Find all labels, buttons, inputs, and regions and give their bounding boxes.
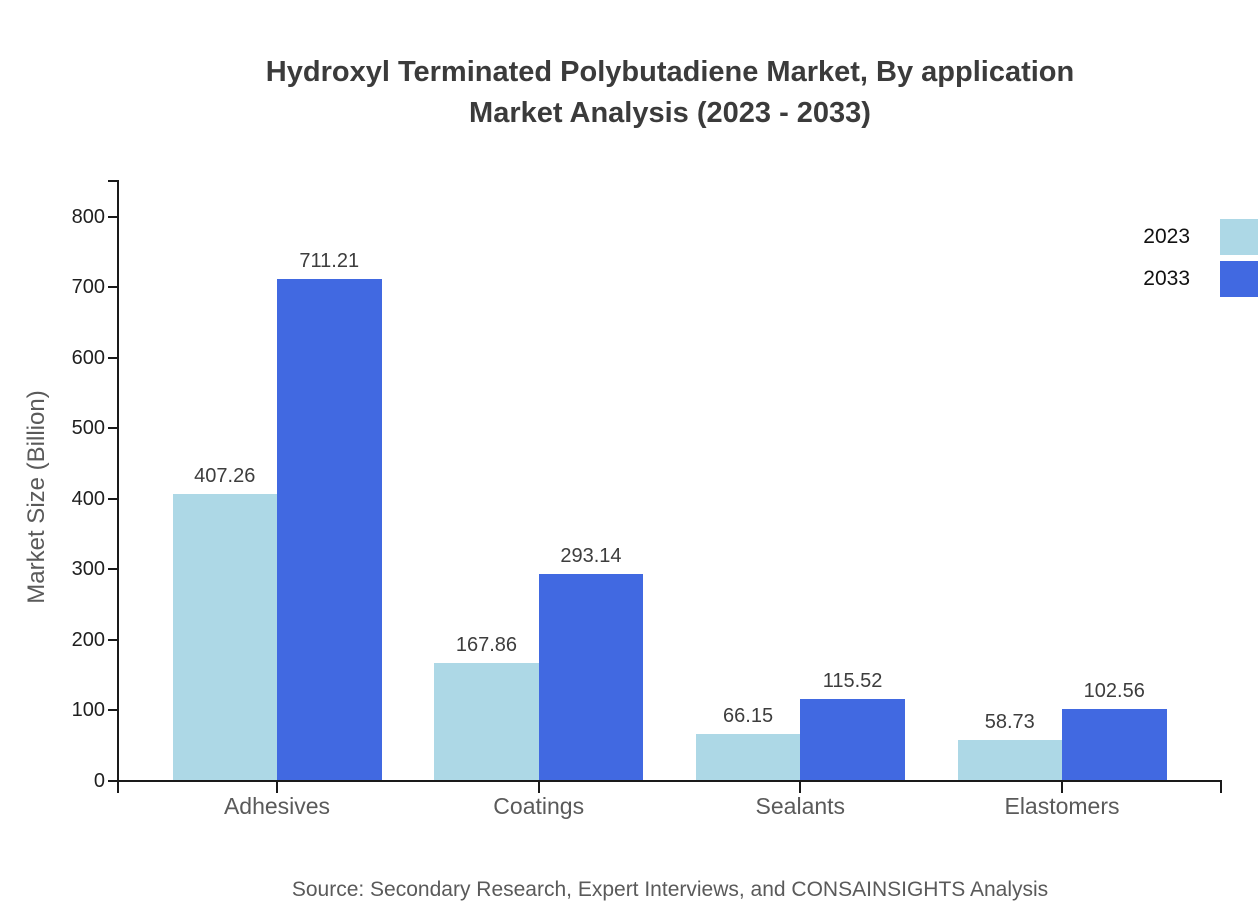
bar-2033-elastomers — [1062, 708, 1167, 781]
legend-item-2033: 2033 — [1038, 261, 1258, 297]
legend-swatch-2033 — [1220, 261, 1258, 297]
chart-title-line1: Hydroxyl Terminated Polybutadiene Market… — [265, 56, 1075, 88]
y-tick — [108, 709, 117, 712]
x-category-label-elastomers: Elastomers — [1004, 793, 1120, 819]
x-axis-line — [117, 780, 1222, 782]
y-axis-end-tick — [108, 180, 117, 182]
source-note: Source: Secondary Research, Expert Inter… — [291, 878, 1049, 901]
x-category-label-coatings: Coatings — [493, 793, 585, 819]
bar-2023-sealants — [695, 734, 801, 781]
x-category-label-adhesives: Adhesives — [223, 793, 331, 819]
bar-value-label-2033-adhesives: 711.21 — [299, 250, 360, 273]
y-tick-label: 400 — [71, 487, 105, 510]
legend-swatch-2023 — [1220, 219, 1258, 255]
chart-title: Hydroxyl Terminated Polybutadiene Market… — [80, 52, 1260, 134]
y-tick — [108, 780, 117, 782]
y-tick-label: 100 — [71, 699, 105, 722]
legend: 2023 2033 — [1038, 219, 1258, 297]
bar-2023-adhesives — [172, 493, 277, 781]
y-axis-line — [117, 180, 119, 793]
bar-value-label-2023-coatings: 167.86 — [455, 633, 518, 656]
bar-value-label-2033-sealants: 115.52 — [822, 670, 883, 693]
y-tick — [108, 356, 117, 359]
y-tick-label: 200 — [71, 628, 105, 651]
legend-label-2033: 2033 — [1143, 267, 1190, 290]
bar-2033-sealants — [800, 699, 905, 781]
x-tick — [276, 781, 278, 793]
bar-value-label-2023-adhesives: 407.26 — [194, 464, 256, 487]
y-tick-label: 700 — [71, 276, 105, 299]
bar-value-label-2033-coatings: 293.14 — [560, 545, 622, 568]
y-tick-label: 300 — [71, 558, 105, 581]
legend-label-2023: 2023 — [1143, 225, 1190, 248]
x-category-label-sealants: Sealants — [755, 793, 846, 819]
y-tick-label: 600 — [71, 346, 105, 369]
x-axis-end-tick — [1220, 781, 1222, 793]
bar-2033-adhesives — [277, 279, 382, 781]
bar-value-label-2033-elastomers: 102.56 — [1083, 679, 1145, 702]
x-tick — [799, 781, 802, 793]
y-tick — [108, 638, 117, 641]
x-tick — [1061, 781, 1063, 793]
bar-value-label-2023-sealants: 66.15 — [723, 705, 774, 728]
bar-2023-coatings — [434, 662, 539, 781]
y-tick — [108, 215, 117, 218]
bar-value-label-2023-elastomers: 58.73 — [984, 710, 1035, 733]
y-tick — [108, 497, 117, 500]
y-tick — [108, 427, 117, 430]
legend-item-2023: 2023 — [1038, 219, 1258, 255]
bar-2033-coatings — [538, 574, 644, 781]
y-tick — [108, 286, 117, 289]
bar-2023-elastomers — [957, 739, 1062, 781]
y-tick-label: 500 — [71, 417, 105, 440]
chart-title-line2: Market Analysis (2023 - 2033) — [469, 97, 871, 129]
x-tick — [537, 781, 540, 793]
y-tick-label: 0 — [93, 770, 105, 792]
y-tick-label: 800 — [71, 205, 105, 228]
y-tick — [108, 568, 117, 571]
